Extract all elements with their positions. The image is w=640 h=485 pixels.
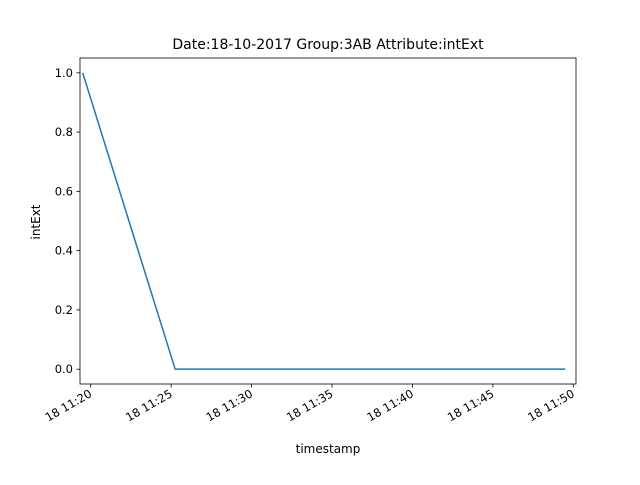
- y-tick-label: 0.4: [55, 244, 73, 258]
- plot-area: [79, 57, 577, 385]
- x-tick-label: 18 11:20: [43, 386, 95, 424]
- x-tick-label: 18 11:45: [445, 386, 497, 424]
- y-tick-label: 1.0: [55, 66, 73, 80]
- x-tick-label: 18 11:25: [123, 386, 175, 424]
- x-tick-label: 18 11:35: [284, 386, 336, 424]
- y-tick-label: 0.8: [55, 125, 73, 139]
- x-tick-label: 18 11:40: [364, 386, 416, 424]
- x-tick-label: 18 11:50: [525, 386, 577, 424]
- y-axis-label: intExt: [29, 204, 43, 239]
- y-tick-label: 0.2: [55, 303, 73, 317]
- y-axis: 0.0 0.2 0.4 0.6 0.8 1.0: [55, 66, 80, 376]
- chart-title: Date:18-10-2017 Group:3AB Attribute:intE…: [172, 37, 484, 53]
- series-line-0: [81, 72, 566, 370]
- x-tick-label: 18 11:30: [204, 386, 256, 424]
- y-tick-label: 0.0: [55, 362, 73, 376]
- plot-frame: [79, 57, 577, 385]
- x-axis: 18 11:20 18 11:25 18 11:30 18 11:35 18 11:40…: [43, 384, 577, 424]
- y-tick-label: 0.6: [55, 184, 73, 198]
- x-axis-label: timestamp: [296, 442, 361, 456]
